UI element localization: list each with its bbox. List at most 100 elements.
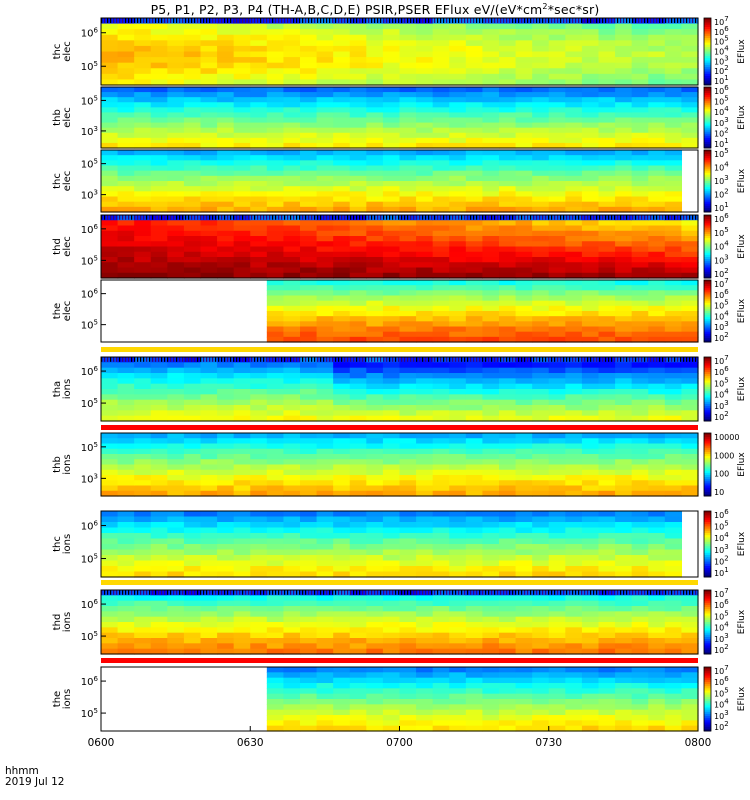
colorbar-segment	[704, 382, 711, 386]
heatmap-cell	[217, 220, 235, 227]
heatmap-cell	[485, 357, 487, 362]
heatmap-cell	[681, 45, 699, 53]
heatmap-cell	[458, 215, 460, 220]
heatmap-cell	[548, 459, 566, 466]
heatmap-cell	[465, 399, 484, 406]
heatmap-cell	[548, 443, 566, 450]
colorbar-segment	[704, 168, 711, 172]
heatmap-cell	[615, 62, 633, 69]
heatmap-cell	[631, 142, 649, 149]
heatmap-cell	[518, 215, 520, 220]
heatmap-cell	[281, 590, 283, 595]
heatmap-cell	[581, 295, 600, 302]
heatmap-cell	[499, 616, 517, 623]
heatmap-cell	[389, 590, 391, 595]
heatmap-cell	[233, 627, 251, 634]
heatmap-cell	[664, 383, 683, 390]
heatmap-cell	[515, 51, 533, 58]
heatmap-cell	[104, 590, 106, 595]
heatmap-cell	[399, 648, 417, 655]
heatmap-cell	[485, 18, 487, 24]
heatmap-cell	[101, 480, 119, 487]
heatmap-cell	[167, 127, 185, 134]
heatmap-cell	[515, 638, 533, 644]
heatmap-cell	[432, 454, 450, 460]
heatmap-cell	[449, 236, 467, 242]
heatmap-cell	[635, 215, 637, 220]
heatmap-cell	[150, 267, 168, 274]
heatmap-cell	[266, 206, 285, 213]
heatmap-cell	[581, 150, 600, 156]
heatmap-cell	[349, 18, 367, 25]
heatmap-cell	[239, 18, 241, 24]
heatmap-cell	[499, 45, 517, 53]
heatmap-cell	[413, 590, 415, 595]
heatmap-cell	[150, 378, 168, 385]
heatmap-cell	[499, 97, 517, 103]
heatmap-cell	[117, 206, 135, 213]
heatmap-cell	[499, 560, 517, 567]
heatmap-cell	[134, 405, 152, 411]
heatmap-cell	[515, 454, 533, 460]
heatmap-cell	[224, 18, 226, 24]
heatmap-cell	[134, 490, 152, 497]
heatmap-cell	[548, 606, 566, 612]
heatmap-cell	[581, 79, 600, 86]
heatmap-cell	[681, 272, 699, 279]
heatmap-cell	[434, 357, 436, 362]
heatmap-cell	[266, 709, 285, 716]
heatmap-cell	[615, 367, 633, 374]
heatmap-cell	[233, 257, 251, 263]
y-tick-label: 106	[81, 365, 99, 378]
heatmap-cell	[598, 251, 616, 258]
heatmap-cell	[515, 45, 533, 53]
heatmap-cell	[648, 272, 666, 279]
heatmap-cell	[150, 433, 168, 439]
heatmap-cell	[266, 616, 285, 623]
colorbar-segment	[704, 466, 711, 470]
heatmap-cell	[134, 68, 152, 75]
heatmap-cell	[266, 127, 285, 134]
heatmap-cell	[432, 92, 450, 98]
y-tick-label: 105	[81, 94, 98, 107]
heatmap-cell	[203, 18, 205, 24]
heatmap-cell	[101, 611, 119, 618]
heatmap-cell	[217, 373, 235, 379]
heatmap-cell	[662, 357, 664, 362]
heatmap-cell	[631, 181, 649, 187]
heatmap-cell	[316, 321, 334, 328]
heatmap-cell	[233, 225, 251, 232]
heatmap-cell	[134, 155, 152, 161]
heatmap-cell	[664, 305, 683, 312]
heatmap-cell	[117, 464, 135, 471]
heatmap-cell	[183, 97, 202, 103]
heatmap-cell	[300, 68, 318, 75]
heatmap-cell	[266, 73, 285, 81]
heatmap-cell	[134, 241, 152, 248]
heatmap-cell	[183, 511, 202, 518]
heatmap-cell	[200, 272, 218, 279]
heatmap-cell	[395, 590, 397, 595]
heatmap-cell	[158, 18, 160, 24]
heatmap-cell	[565, 175, 583, 182]
colorbar-segment	[704, 568, 711, 571]
heatmap-cell	[482, 549, 500, 556]
heatmap-cell	[366, 389, 384, 395]
heatmap-cell	[233, 220, 251, 227]
heatmap-cell	[283, 616, 301, 623]
heatmap-cell	[117, 68, 135, 75]
heatmap-cell	[183, 251, 202, 258]
colorbar-segment	[704, 611, 711, 614]
heatmap-cell	[275, 357, 277, 362]
heatmap-cell	[499, 549, 517, 556]
heatmap-cell	[316, 443, 334, 450]
heatmap-cell	[266, 201, 285, 208]
heatmap-cell	[635, 590, 637, 595]
heatmap-cell	[648, 362, 666, 369]
colorbar-segment	[704, 445, 711, 449]
heatmap-cell	[615, 206, 633, 213]
heatmap-cell	[530, 357, 532, 362]
heatmap-cell	[101, 527, 119, 534]
heatmap-cell	[316, 560, 334, 567]
heatmap-cell	[432, 295, 450, 302]
